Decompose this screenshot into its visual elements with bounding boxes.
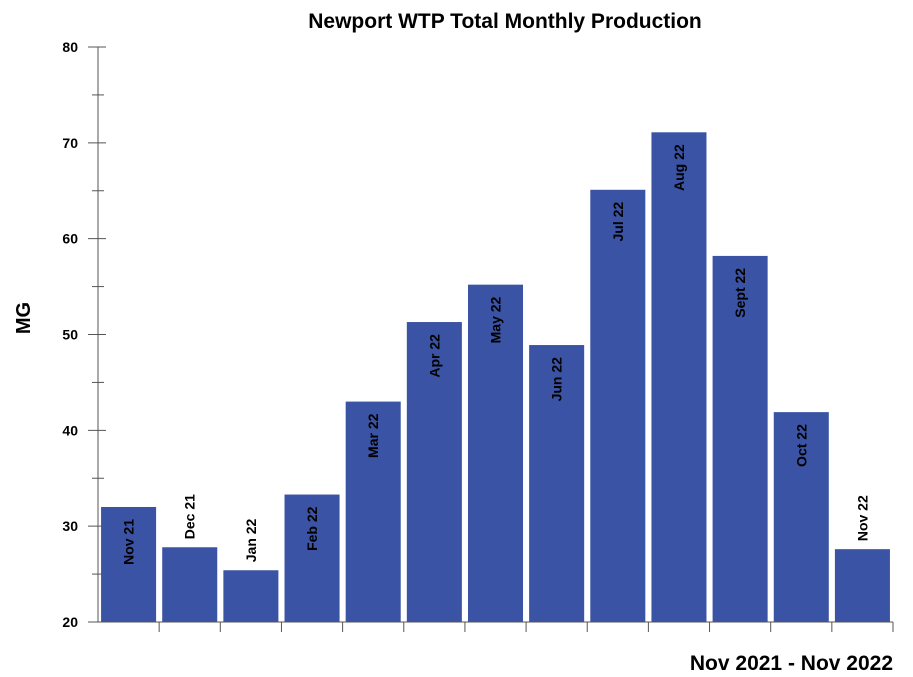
bar bbox=[406, 322, 462, 622]
x-axis-label: Nov 2021 - Nov 2022 bbox=[690, 652, 893, 675]
y-tick-label: 70 bbox=[62, 135, 78, 151]
y-tick-label: 50 bbox=[62, 327, 78, 343]
bar bbox=[834, 549, 890, 622]
bar bbox=[284, 494, 340, 622]
y-tick-label: 60 bbox=[62, 231, 78, 247]
y-tick-label: 40 bbox=[62, 422, 78, 438]
bar bbox=[590, 189, 646, 622]
bar-label: Jun 22 bbox=[549, 357, 565, 402]
bar bbox=[101, 507, 157, 622]
y-tick-label: 80 bbox=[62, 39, 78, 55]
bar-label: Nov 22 bbox=[854, 495, 870, 541]
bar bbox=[529, 345, 585, 622]
bar bbox=[467, 284, 524, 622]
y-tick-label: 20 bbox=[62, 614, 78, 630]
bar-label: Jan 22 bbox=[243, 518, 259, 562]
bar-label: May 22 bbox=[488, 296, 504, 343]
bar-label: Sept 22 bbox=[732, 268, 748, 318]
bar bbox=[773, 412, 829, 622]
y-axis-label: MG bbox=[13, 302, 35, 334]
bar bbox=[712, 255, 768, 622]
bar bbox=[162, 547, 218, 622]
bar bbox=[223, 570, 279, 622]
bar-label: Oct 22 bbox=[793, 424, 809, 467]
bar bbox=[651, 132, 707, 622]
bar-label: Mar 22 bbox=[365, 413, 381, 458]
bar-label: Nov 21 bbox=[121, 519, 137, 565]
bar-label: Dec 21 bbox=[182, 494, 198, 539]
bar bbox=[345, 401, 401, 622]
bar-label: Aug 22 bbox=[671, 144, 687, 191]
chart-title: Newport WTP Total Monthly Production bbox=[308, 10, 702, 33]
bar-label: Jul 22 bbox=[610, 202, 626, 242]
bar-label: Apr 22 bbox=[426, 334, 442, 378]
bar-label: Feb 22 bbox=[304, 506, 320, 551]
y-tick-label: 30 bbox=[62, 518, 78, 534]
